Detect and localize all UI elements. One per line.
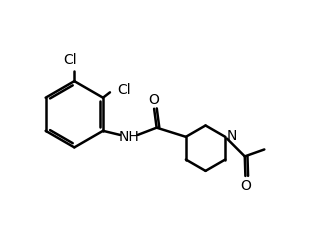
Text: NH: NH <box>118 129 139 144</box>
Text: Cl: Cl <box>117 83 131 97</box>
Text: N: N <box>227 129 237 143</box>
Text: O: O <box>149 93 160 107</box>
Text: Cl: Cl <box>63 53 77 67</box>
Text: O: O <box>240 179 251 193</box>
